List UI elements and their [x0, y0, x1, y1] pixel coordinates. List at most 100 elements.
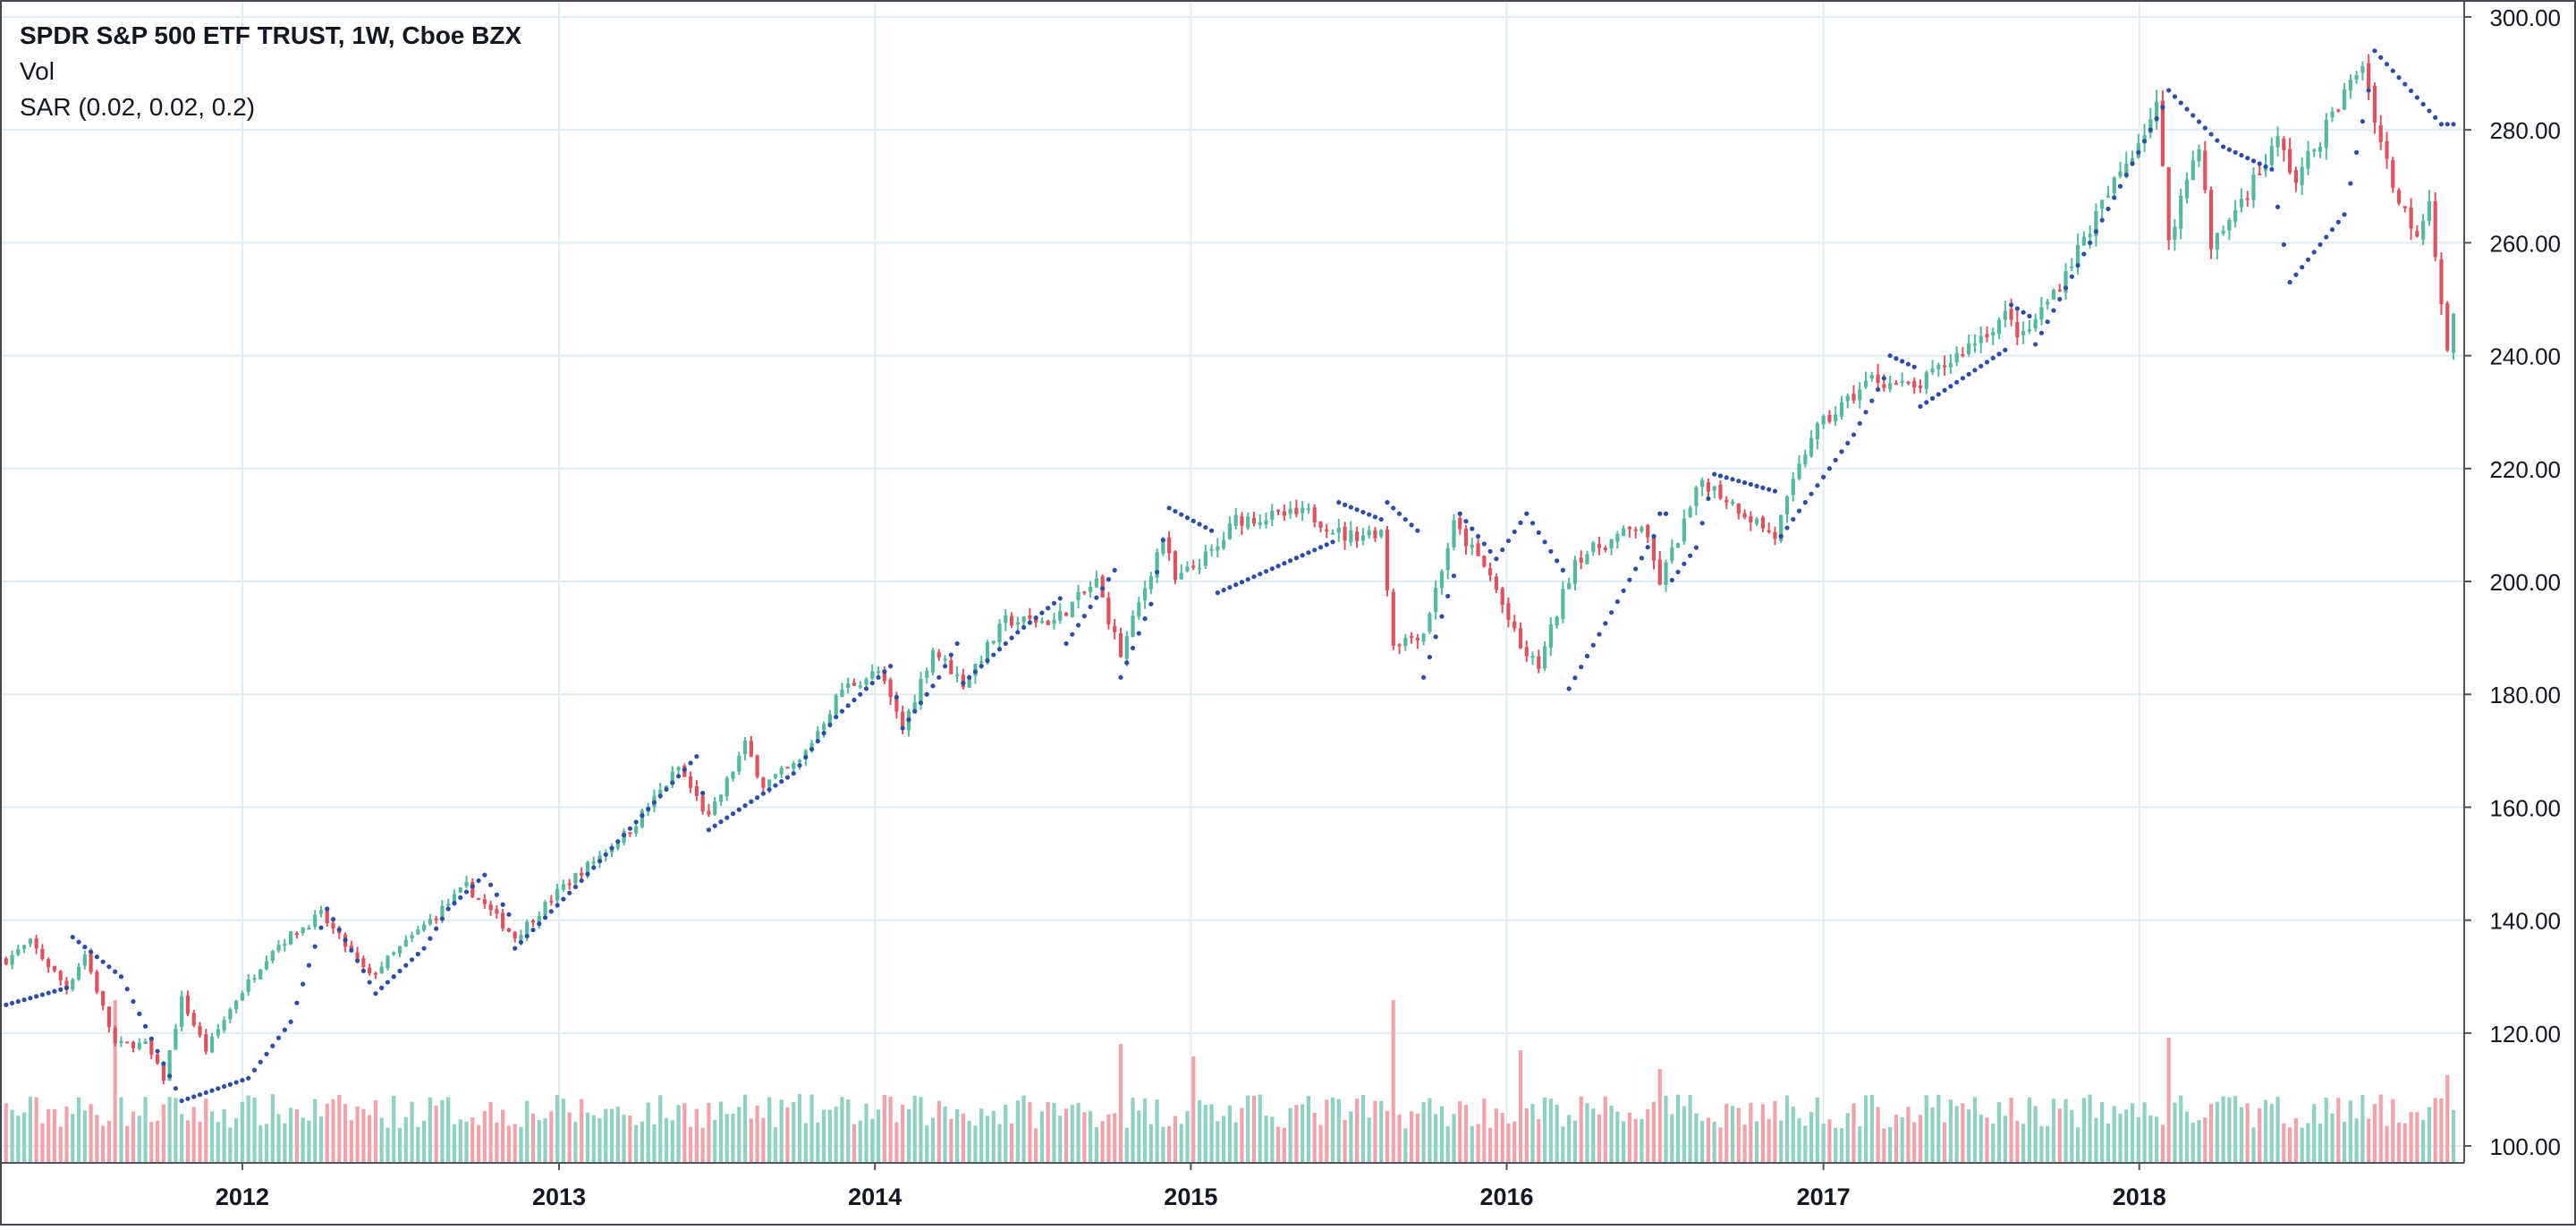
sar-study-label[interactable]: SAR (0.02, 0.02, 0.2) [20, 93, 256, 121]
volume-bar [361, 1108, 366, 1163]
candle-body [2378, 125, 2383, 142]
sar-dot [1682, 561, 1687, 566]
volume-bar [2391, 1099, 2395, 1163]
candle-body [1985, 334, 1989, 338]
volume-study-label[interactable]: Vol [20, 57, 55, 85]
volume-bar [4, 1103, 8, 1163]
candle-body [1542, 646, 1547, 669]
volume-bar [779, 1099, 784, 1163]
volume-bar [294, 1109, 299, 1163]
candle-body [2203, 150, 2207, 191]
volume-bar [167, 1097, 172, 1163]
candle-body [658, 789, 663, 795]
sar-dot [1518, 520, 1523, 525]
volume-bar [246, 1095, 250, 1163]
symbol-title[interactable]: SPDR S&P 500 ETF TRUST, 1W, Cboe BZX [20, 21, 522, 49]
sar-dot [1881, 376, 1886, 381]
volume-bar [1755, 1121, 1759, 1163]
candle-body [191, 1013, 196, 1026]
volume-bar [803, 1123, 808, 1163]
candle-body [1216, 546, 1220, 551]
sar-dot [2427, 108, 2432, 114]
volume-bar [2421, 1120, 2426, 1163]
volume-bar [1167, 1125, 1172, 1163]
sar-dot [1639, 556, 1645, 561]
volume-bar [1996, 1101, 2002, 1163]
volume-bar [2203, 1117, 2207, 1163]
volume-bar [440, 1099, 445, 1163]
candle-body [1615, 534, 1620, 542]
sar-dot [882, 669, 887, 674]
candle-body [1936, 364, 1941, 369]
volume-bar [495, 1122, 499, 1163]
candle-body [368, 967, 372, 974]
volume-bar [1882, 1128, 1886, 1163]
volume-bar [1494, 1108, 1498, 1163]
volume-bar [1275, 1126, 1281, 1163]
volume-bar [301, 1117, 305, 1163]
candle-body [1458, 517, 1462, 530]
sar-dot [694, 754, 699, 759]
sar-dot [513, 946, 518, 951]
volume-bar [2046, 1125, 2050, 1163]
sar-dot [2075, 263, 2080, 268]
sar-dot [1463, 519, 1469, 524]
sar-dot [2451, 122, 2456, 127]
volume-bar [2263, 1099, 2268, 1163]
sar-dot [827, 722, 833, 728]
candle-body [2409, 208, 2413, 229]
sar-dot [1348, 505, 1353, 510]
volume-bar [694, 1108, 699, 1163]
candle-body [1967, 343, 1971, 354]
sar-dot [518, 939, 524, 945]
candle-body [476, 898, 481, 901]
candle-body [240, 993, 245, 1001]
candle-body [71, 980, 75, 989]
candle-body [1730, 501, 1735, 505]
sar-dot [1094, 595, 1099, 600]
sar-dot [1699, 521, 1705, 526]
sar-dot [1815, 483, 1820, 488]
candle-body [2324, 119, 2328, 148]
volume-bar [2354, 1118, 2359, 1163]
volume-bar [191, 1107, 196, 1163]
volume-bar [864, 1103, 869, 1163]
volume-bar [1948, 1099, 1953, 1163]
candle-body [318, 910, 324, 914]
sar-dot [530, 927, 536, 933]
volume-bar [1712, 1121, 1716, 1163]
volume-bar [1415, 1113, 1419, 1163]
volume-bar [1373, 1100, 1377, 1163]
volume-bar [506, 1125, 512, 1163]
volume-bar [1985, 1117, 1989, 1163]
volume-bar [700, 1127, 705, 1163]
volume-bar [2275, 1097, 2280, 1163]
candle-body [1052, 620, 1056, 624]
volume-bar [2075, 1127, 2080, 1163]
candle-body [1609, 539, 1614, 548]
sar-dot [2057, 296, 2063, 302]
volume-bar [2197, 1120, 2201, 1163]
sar-dot [1717, 473, 1724, 479]
candle-body [1028, 615, 1032, 619]
sar-dot [21, 997, 27, 1003]
candle-body [1070, 601, 1074, 617]
sar-dot [1021, 624, 1027, 630]
candle-body [2269, 146, 2274, 165]
volume-bar [664, 1117, 669, 1163]
sar-dot [767, 786, 772, 793]
candle-body [458, 887, 462, 893]
volume-bar [258, 1125, 263, 1163]
candle-body [1755, 519, 1759, 524]
sar-dot [2117, 183, 2123, 189]
volume-bar [1118, 1044, 1123, 1163]
sar-dot [755, 795, 760, 801]
candle-body [1463, 529, 1469, 547]
volume-bar [1664, 1096, 1668, 1163]
sar-dot [1360, 509, 1366, 515]
candle-body [1452, 520, 1456, 547]
candle-body [131, 1041, 136, 1048]
sar-dot [360, 968, 366, 974]
